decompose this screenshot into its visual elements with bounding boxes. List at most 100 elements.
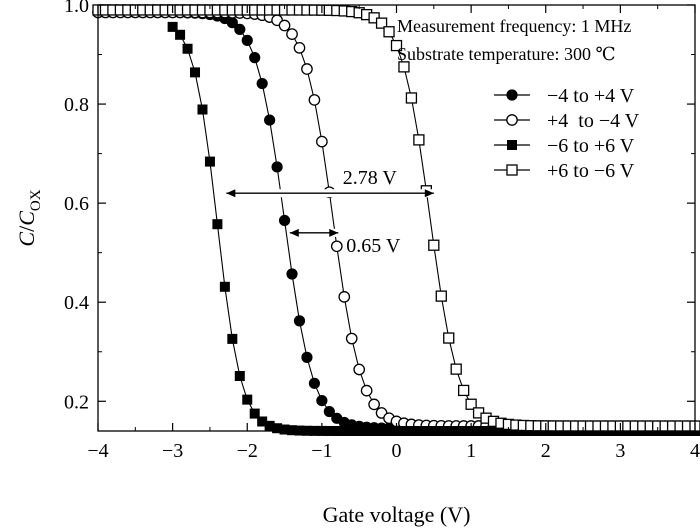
data-point-s3-50 (465, 398, 477, 410)
data-point-s2-14 (272, 423, 283, 434)
annotation-0 (226, 189, 434, 198)
data-point-s2-0 (167, 21, 178, 32)
data-point-s2-1 (175, 29, 186, 40)
x-tick-label-1: −3 (162, 440, 183, 462)
data-point-s0-31 (323, 405, 335, 418)
data-point-s3-42 (405, 92, 418, 104)
legend-marker-1 (506, 114, 518, 126)
x-tick-label-7: 3 (615, 440, 625, 462)
legend-marker-0 (506, 89, 518, 101)
legend-entry-3: +6 to −6 V (494, 160, 635, 182)
data-point-s2-2 (182, 43, 193, 54)
legend-label-0: −4 to +4 V (547, 85, 635, 107)
data-point-s1-37 (368, 398, 380, 411)
series-0 (92, 6, 700, 435)
annotation-arrowhead-left-1 (289, 228, 299, 237)
data-point-s0-20 (241, 34, 253, 46)
legend-entry-2: −6 to +6 V (494, 135, 635, 157)
x-tick-label-0: −4 (87, 440, 108, 462)
legend-entry-0: −4 to +4 V (494, 85, 635, 107)
data-point-s1-32 (330, 240, 343, 253)
series-2 (167, 21, 700, 436)
data-point-s1-25 (278, 19, 291, 32)
legend-marker-3 (506, 164, 518, 176)
y-axis-label-slash: / (14, 225, 39, 232)
y-axis-label-c: C (14, 232, 39, 247)
x-tick-label-3: −1 (311, 440, 332, 462)
y-tick-label-4: 1.0 (64, 0, 89, 17)
y-axis-label: C/COX (14, 189, 44, 246)
data-point-s1-28 (301, 63, 313, 75)
data-point-s2-12 (257, 416, 268, 427)
data-point-s2-7 (219, 281, 230, 292)
x-tick-label-4: 0 (392, 440, 402, 462)
data-point-s0-24 (271, 161, 283, 173)
x-axis-label: Gate voltage (V) (323, 502, 471, 527)
x-tick-label-5: 1 (466, 440, 476, 462)
data-point-s0-26 (286, 268, 298, 280)
data-point-s1-27 (293, 41, 306, 54)
annotation-arrowhead-right-0 (424, 189, 434, 198)
data-point-s0-22 (256, 77, 268, 90)
data-point-s1-34 (345, 332, 358, 345)
data-point-s2-5 (204, 156, 215, 167)
data-point-s0-25 (278, 214, 291, 227)
data-point-s3-45 (428, 239, 440, 251)
data-point-s0-27 (293, 315, 306, 327)
series-1 (92, 6, 700, 432)
data-point-s3-38 (375, 17, 388, 29)
data-point-s3-41 (398, 61, 410, 73)
data-point-s2-9 (234, 371, 245, 382)
data-point-s3-40 (390, 39, 403, 52)
x-tick-label-2: −2 (237, 440, 258, 462)
data-point-s1-30 (316, 135, 328, 148)
data-point-s0-18 (226, 17, 238, 29)
annotation-1 (289, 228, 339, 237)
series-line-1 (97, 11, 695, 427)
data-point-s0-21 (249, 52, 261, 64)
plot-frame (97, 4, 696, 432)
legend-entry-1: +4 to −4 V (494, 110, 640, 132)
series-line-3 (98, 9, 695, 427)
data-point-s1-36 (360, 384, 373, 397)
legend-label-3: +6 to −6 V (547, 160, 635, 182)
data-point-s3-43 (413, 134, 425, 146)
data-point-s0-28 (301, 351, 313, 363)
y-tick-label-3: 0.8 (64, 94, 89, 116)
data-point-s2-6 (212, 219, 223, 230)
y-tick-label-1: 0.4 (64, 292, 89, 314)
note-1: Substrate temperature: 300 ℃ (397, 44, 616, 64)
y-tick-label-2: 0.6 (64, 193, 89, 215)
legend-label-2: −6 to +6 V (547, 135, 635, 157)
data-point-s0-29 (308, 377, 321, 389)
data-point-s3-47 (443, 332, 455, 344)
annotation-label-1: 0.65 V (346, 235, 401, 257)
data-point-s2-13 (264, 420, 275, 431)
data-point-s2-3 (190, 67, 201, 78)
data-point-s3-46 (435, 290, 447, 302)
data-point-s2-10 (242, 394, 253, 405)
data-point-s0-30 (316, 394, 328, 407)
data-point-s1-26 (286, 28, 298, 40)
data-point-s2-4 (197, 104, 208, 115)
data-point-s2-16 (287, 425, 298, 436)
series-line-0 (97, 11, 695, 430)
annotation-arrowhead-right-1 (329, 228, 339, 237)
legend-label-1: +4 to −4 V (547, 110, 640, 132)
y-axis-label-cox: C (14, 211, 39, 226)
data-point-s1-33 (338, 291, 351, 303)
note-0: Measurement frequency: 1 MHz (397, 16, 631, 36)
data-point-s3-39 (383, 26, 395, 38)
x-tick-label-6: 2 (541, 440, 551, 462)
data-point-s3-48 (450, 363, 462, 375)
annotation-arrowhead-left-0 (226, 189, 236, 198)
data-point-s0-23 (264, 114, 276, 126)
data-point-s1-29 (308, 94, 321, 106)
series-3 (92, 4, 700, 432)
legend-marker-2 (507, 140, 517, 150)
x-tick-label-8: 4 (690, 440, 700, 462)
y-tick-label-0: 0.2 (64, 391, 89, 413)
y-axis-label-subscript: OX (28, 189, 44, 211)
data-point-s2-8 (227, 333, 238, 344)
